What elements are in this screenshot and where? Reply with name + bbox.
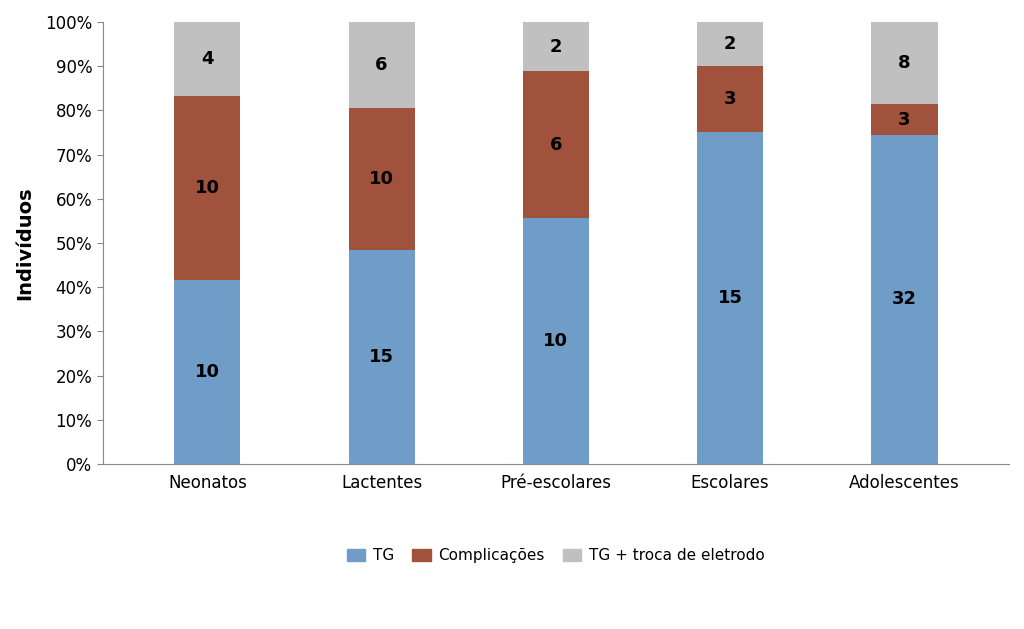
Text: 15: 15: [369, 348, 394, 366]
Bar: [174, 22, 241, 96]
Text: 10: 10: [195, 363, 220, 381]
Text: 10: 10: [369, 170, 394, 188]
Bar: [174, 96, 241, 280]
Text: 2: 2: [550, 38, 562, 55]
Text: 8: 8: [898, 54, 910, 72]
Text: 3: 3: [898, 111, 910, 128]
Text: 3: 3: [724, 91, 736, 108]
Text: 6: 6: [376, 56, 388, 74]
Bar: [697, 22, 763, 66]
Bar: [871, 22, 938, 104]
Bar: [697, 133, 763, 464]
Bar: [348, 108, 415, 250]
Bar: [348, 22, 415, 108]
Bar: [523, 71, 589, 218]
Text: 15: 15: [718, 289, 742, 307]
Legend: TG, Complicações, TG + troca de eletrodo: TG, Complicações, TG + troca de eletrodo: [341, 542, 771, 569]
Bar: [871, 104, 938, 135]
Text: 10: 10: [195, 179, 220, 197]
Bar: [871, 135, 938, 464]
Text: 2: 2: [724, 35, 736, 53]
Text: 10: 10: [544, 332, 568, 350]
Y-axis label: Indivíduos: Indivíduos: [15, 186, 34, 300]
Bar: [697, 66, 763, 133]
Bar: [348, 250, 415, 464]
Bar: [523, 22, 589, 71]
Text: 6: 6: [550, 136, 562, 153]
Text: 4: 4: [201, 50, 214, 68]
Bar: [523, 218, 589, 464]
Bar: [174, 280, 241, 464]
Text: 32: 32: [892, 291, 916, 308]
